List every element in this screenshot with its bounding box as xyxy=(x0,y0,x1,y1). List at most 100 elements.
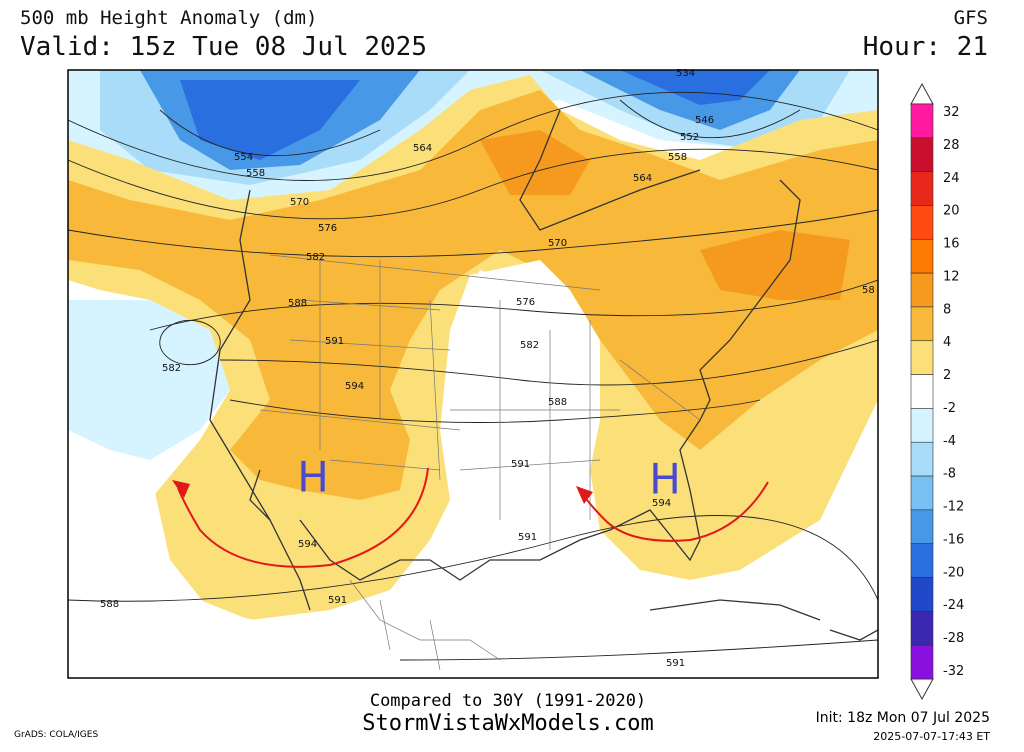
colorbar-swatch xyxy=(910,644,934,680)
contour-label: 534 xyxy=(676,68,695,79)
anomaly-neutral-south xyxy=(68,460,878,678)
contour-label: 588 xyxy=(548,397,567,408)
model: GFS xyxy=(954,7,988,29)
contour-label: 594 xyxy=(298,539,317,550)
colorbar-swatch xyxy=(910,272,934,308)
flow-arrow xyxy=(177,467,429,568)
colorbar-label: -8 xyxy=(943,467,956,482)
contour-label: 594 xyxy=(652,498,671,509)
valid-time: Valid: 15z Tue 08 Jul 2025 xyxy=(20,32,427,62)
contour-label: 591 xyxy=(328,595,347,606)
contour xyxy=(149,279,878,331)
colorbar-swatch xyxy=(910,441,934,477)
coastline xyxy=(209,109,801,611)
high-marker: H xyxy=(297,453,329,502)
contour xyxy=(159,109,381,157)
colorbar-swatch xyxy=(910,340,934,375)
contour xyxy=(68,91,878,181)
colorbar-label: 24 xyxy=(943,171,960,186)
contour-label: 552 xyxy=(680,132,699,143)
colorbar-swatch xyxy=(910,509,934,545)
colorbar-swatch xyxy=(910,611,934,646)
contour xyxy=(68,209,878,258)
colorbar-swatch xyxy=(910,205,934,240)
anomaly-deep-blue xyxy=(180,70,770,160)
contour xyxy=(229,399,761,423)
contour xyxy=(399,639,878,661)
arrowhead xyxy=(576,486,593,504)
map: 534 546 552 558 564 554 558 564 570 576 … xyxy=(67,68,879,679)
colorbar-label: 20 xyxy=(943,204,960,219)
colorbar-swatch xyxy=(910,475,934,511)
contour-label: 582 xyxy=(520,340,539,351)
colorbar-label: -28 xyxy=(943,631,964,646)
contour-label: 594 xyxy=(345,381,364,392)
contour-label: 564 xyxy=(413,143,432,154)
high-marker: H xyxy=(649,455,681,504)
colorbar-swatch xyxy=(910,577,934,612)
contour-label: 588 xyxy=(100,599,119,610)
anomaly-dark-orange xyxy=(480,130,850,300)
contour-label: 554 xyxy=(234,152,253,163)
anomaly-neutral xyxy=(445,260,600,540)
contour-label: 591 xyxy=(511,459,530,470)
site-name: StormVistaWxModels.com xyxy=(362,711,653,736)
contour xyxy=(619,99,801,139)
contour-label: 570 xyxy=(548,238,567,249)
colorbar-cap xyxy=(910,82,934,105)
colorbar-swatch xyxy=(910,306,934,342)
contour-label: 576 xyxy=(318,223,337,234)
colorbar-label: 16 xyxy=(943,237,960,252)
forecast-hour: Hour: 21 xyxy=(863,32,988,62)
comparison-note: Compared to 30Y (1991-2020) xyxy=(370,691,646,711)
contour xyxy=(68,148,878,220)
caribbean-coast xyxy=(649,599,878,641)
timestamp: 2025-07-07-17:43 ET xyxy=(873,730,990,743)
colorbar-swatch xyxy=(910,543,934,578)
contour-label: 558 xyxy=(668,152,687,163)
colorbar-label: 8 xyxy=(943,302,951,317)
colorbar-label: -20 xyxy=(943,565,964,580)
contour-label: 564 xyxy=(633,173,652,184)
contour-label: 588 xyxy=(288,298,307,309)
colorbar-label: -12 xyxy=(943,500,964,515)
colorbar-label: -2 xyxy=(943,401,956,416)
title: 500 mb Height Anomaly (dm) xyxy=(20,7,317,29)
colorbar-swatch xyxy=(910,103,934,139)
colorbar-swatch xyxy=(910,171,934,206)
colorbar-label: 12 xyxy=(943,269,960,284)
contour-label: 570 xyxy=(290,197,309,208)
colorbar-label: -16 xyxy=(943,532,964,547)
contour-label: 576 xyxy=(516,297,535,308)
contour-label: 582 xyxy=(162,363,181,374)
contour-label: 591 xyxy=(325,336,344,347)
anomaly-orange xyxy=(68,90,878,500)
contour-label: 58 xyxy=(862,285,875,296)
colorbar-cap xyxy=(910,678,934,701)
colorbar-label: 4 xyxy=(943,335,951,350)
contour xyxy=(68,515,878,602)
colorbar: 32 28 24 20 16 12 8 4 2 -2 -4 -8 -12 -16 -20 -24 -28 -32 xyxy=(910,82,964,701)
contour-label: 558 xyxy=(246,168,265,179)
colorbar-label: 32 xyxy=(943,105,960,120)
credit: GrADS: COLA/IGES xyxy=(14,730,98,740)
anomaly-light-blue-west xyxy=(68,300,230,460)
colorbar-swatch xyxy=(910,238,934,274)
contour xyxy=(219,339,878,386)
colorbar-label: -4 xyxy=(943,434,956,449)
flow-arrow xyxy=(581,481,769,542)
colorbar-label: -32 xyxy=(943,664,964,679)
contour-label: 591 xyxy=(518,532,537,543)
colorbar-swatch xyxy=(910,408,934,443)
map-frame xyxy=(67,69,879,679)
colorbar-label: 2 xyxy=(943,368,951,383)
colorbar-label: -24 xyxy=(943,598,964,613)
contour-label: 546 xyxy=(695,115,714,126)
contour xyxy=(159,319,221,366)
arrowhead xyxy=(172,480,190,498)
contour-label: 582 xyxy=(306,252,325,263)
colorbar-swatch xyxy=(910,374,934,409)
contour-label: 591 xyxy=(666,658,685,669)
state-borders xyxy=(259,254,701,550)
